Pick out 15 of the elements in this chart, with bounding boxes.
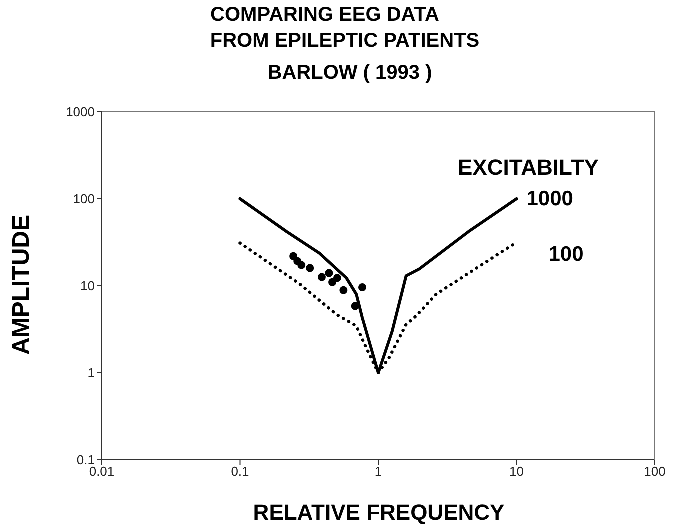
x-tick-label: 100 <box>644 464 666 480</box>
y-tick-label: 1000 <box>66 104 95 120</box>
y-tick-label: 10 <box>80 278 95 294</box>
series-label: 100 <box>548 242 584 266</box>
y-tick-label: 1 <box>88 366 95 381</box>
x-tick-label: 0.1 <box>231 464 250 480</box>
series-label: 1000 <box>526 188 574 210</box>
legend-title: EXCITABILTY <box>458 155 599 181</box>
y-axis-title: AMPLITUDE <box>8 215 36 355</box>
x-tick-label: 10 <box>510 464 524 480</box>
x-axis-title: RELATIVE FREQUENCY <box>253 500 505 526</box>
y-tick-label: 100 <box>73 192 95 207</box>
x-tick-label: 1 <box>374 464 382 480</box>
chart-subtitle: BARLOW ( 1993 ) <box>266 61 434 86</box>
chart-title: COMPARING EEG DATA FROM EPILEPTIC PATIENTS <box>209 3 481 54</box>
